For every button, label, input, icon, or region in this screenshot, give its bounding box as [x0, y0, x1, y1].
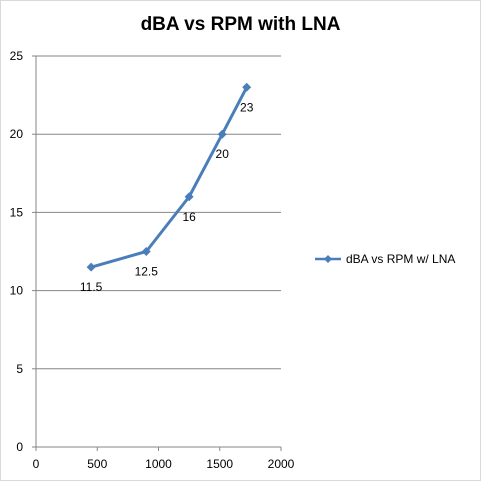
legend-label: dBA vs RPM w/ LNA [346, 252, 456, 266]
legend: dBA vs RPM w/ LNA [314, 252, 455, 266]
data-label-2: 16 [182, 210, 196, 224]
axes [32, 55, 282, 451]
data-point-1 [141, 247, 151, 256]
data-point-4 [242, 82, 252, 92]
y-tick-label-5: 5 [16, 362, 23, 376]
x-tick-label-500: 500 [87, 457, 107, 471]
y-tick-label-10: 10 [10, 284, 24, 298]
data-point-3 [217, 129, 227, 139]
gridlines [36, 55, 281, 370]
x-tick-label-1000: 1000 [145, 457, 172, 471]
x-tick-label-2000: 2000 [268, 457, 295, 471]
legend-marker-icon [315, 255, 341, 263]
x-tick-label-0: 0 [33, 457, 40, 471]
chart-title: dBA vs RPM with LNA [140, 14, 341, 35]
data-point-2 [184, 192, 194, 202]
data-label-4: 23 [240, 100, 254, 114]
y-tick-label-15: 15 [10, 205, 24, 219]
series-line-0 [90, 86, 249, 269]
series-layer [86, 82, 252, 272]
y-tick-label-20: 20 [10, 127, 24, 141]
data-label-0: 11.5 [80, 280, 103, 294]
data-label-1: 12.5 [135, 265, 159, 279]
x-tick-label-1500: 1500 [206, 457, 233, 471]
y-tick-label-25: 25 [10, 49, 24, 63]
tick-labels: 0 5 10 15 20 25 0 500 1000 1500 2000 [10, 49, 295, 471]
data-labels: 11.5 12.5 16 20 23 [80, 100, 254, 294]
y-tick-label-0: 0 [16, 440, 23, 454]
data-point-0 [86, 262, 96, 272]
data-label-3: 20 [216, 147, 230, 161]
